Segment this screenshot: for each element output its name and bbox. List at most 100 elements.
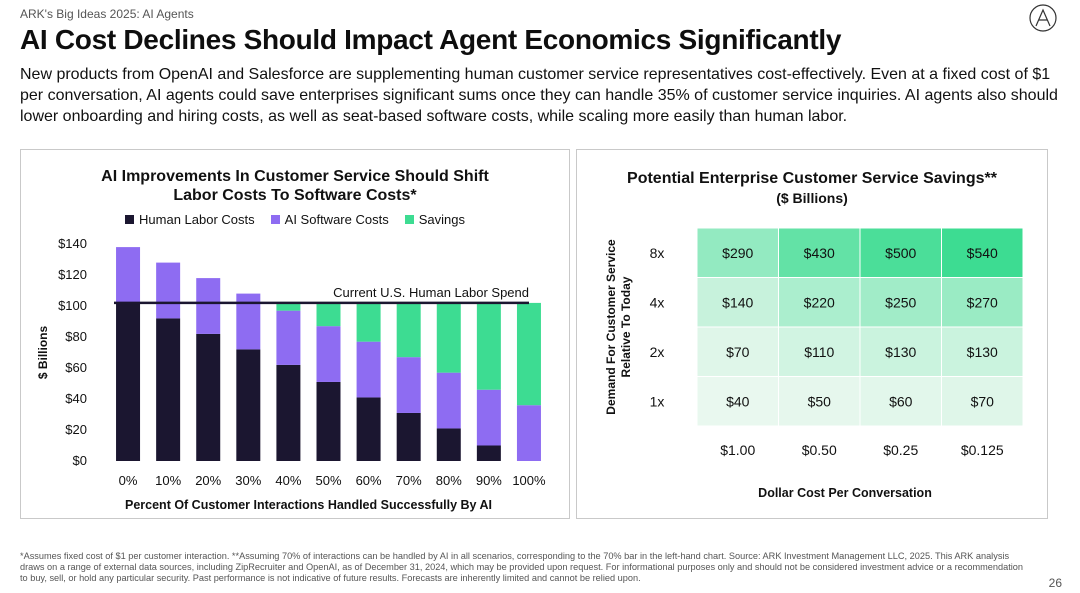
heatmap-cell-label: $290 (722, 245, 753, 261)
bar-segment-savings (436, 302, 461, 373)
heatmap-cell (778, 277, 861, 328)
heatmap-cell (696, 376, 779, 427)
heatmap-col-label: $1.00 (720, 442, 755, 458)
bar-segment-savings (356, 302, 381, 342)
page-number: 26 (1048, 576, 1062, 590)
heatmap-cell-label: $430 (804, 245, 835, 261)
savings-heatmap: $290 $430 $500 $540 8x $140 $220 $250 $270 4x $70 $… (604, 227, 1024, 500)
x-tick-label: 30% (235, 473, 261, 488)
bar-segment-human-labor-costs (356, 397, 381, 461)
heatmap-cell (696, 326, 779, 377)
stacked-bar-chart: $0 $20 $40 $60 $80 $100 $120 $140 $ Billions 0% 10… (36, 236, 546, 512)
ark-logo-icon (1029, 4, 1057, 32)
bar-segment-savings (276, 302, 301, 311)
x-tick-label: 40% (275, 473, 301, 488)
y-tick-label: $0 (73, 453, 87, 468)
page-title: AI Cost Declines Should Impact Agent Eco… (20, 24, 842, 55)
right-chart-subtitle: ($ Billions) (776, 190, 848, 206)
x-tick-label: 80% (436, 473, 462, 488)
heatmap-col-label: $0.25 (883, 442, 918, 458)
bar-segment-savings (316, 302, 341, 327)
legend-swatch-savings (404, 215, 414, 224)
heatmap-cell (941, 227, 1024, 278)
heatmap-row-label: 8x (650, 245, 665, 261)
heatmap-col-label: $0.125 (961, 442, 1004, 458)
bar-segment-human-labor-costs (436, 428, 461, 461)
bar-segment-human-labor-costs (196, 333, 221, 461)
y-tick-label: $80 (65, 329, 87, 344)
heatmap-cell (778, 326, 861, 377)
legend-label-ai-software: AI Software Costs (284, 212, 389, 227)
bar-segment-savings (516, 302, 541, 406)
heatmap-cell (696, 277, 779, 328)
bar-segment-human-labor-costs (236, 349, 261, 461)
y-tick-label: $140 (58, 236, 87, 251)
footnote: *Assumes fixed cost of $1 per customer i… (20, 551, 1024, 583)
heatmap-cell-label: $40 (726, 393, 750, 409)
bar-segment-ai-software-costs (276, 310, 301, 365)
heatmap-row-label: 4x (650, 294, 665, 310)
right-chart-title: Potential Enterprise Customer Service Sa… (627, 170, 997, 187)
heatmap-cell (941, 277, 1024, 328)
heatmap-cell (778, 227, 861, 278)
heatmap-cell (778, 376, 861, 427)
x-tick-label: 50% (315, 473, 341, 488)
heatmap-x-label: Dollar Cost Per Conversation (758, 486, 932, 500)
heatmap-cell (859, 277, 942, 328)
bar-segment-human-labor-costs (276, 364, 301, 461)
page-subtitle: New products from OpenAI and Salesforce … (20, 66, 1058, 125)
bar-segment-human-labor-costs (316, 381, 341, 461)
y-tick-label: $60 (65, 360, 87, 375)
x-tick-label: 100% (512, 473, 546, 488)
x-tick-label: 0% (119, 473, 138, 488)
bar-segment-ai-software-costs (196, 278, 221, 334)
bar-segment-human-labor-costs (156, 318, 181, 461)
x-tick-label: 60% (356, 473, 382, 488)
y-tick-label: $100 (58, 298, 87, 313)
heatmap-cell (859, 326, 942, 377)
heatmap-cell-label: $250 (885, 294, 916, 310)
y-tick-label: $40 (65, 391, 87, 406)
bar-segment-ai-software-costs (156, 262, 181, 319)
legend-item-human: Human Labor Costs (125, 212, 255, 227)
bar-segment-ai-software-costs (316, 326, 341, 382)
left-chart-panel: AI Improvements In Customer Service Shou… (20, 149, 570, 519)
heatmap-cell-label: $140 (722, 294, 753, 310)
heatmap-cell-label: $130 (967, 344, 998, 360)
heatmap-y-label-line1: Demand For Customer Service (604, 239, 618, 415)
legend-label-human: Human Labor Costs (139, 212, 255, 227)
x-tick-label: 10% (155, 473, 181, 488)
heatmap-cell-label: $270 (967, 294, 998, 310)
bar-segment-ai-software-costs (116, 247, 141, 303)
bar-segment-human-labor-costs (396, 412, 421, 461)
bar-segment-ai-software-costs (356, 341, 381, 398)
right-chart-panel: Potential Enterprise Customer Service Sa… (576, 149, 1048, 519)
left-chart-legend: Human Labor Costs AI Software Costs Savi… (21, 212, 569, 227)
reference-line-label: Current U.S. Human Labor Spend (333, 285, 529, 300)
heatmap-cell (859, 376, 942, 427)
x-tick-label: 20% (195, 473, 221, 488)
y-axis-label: $ Billions (36, 326, 50, 380)
heatmap-cell-label: $540 (967, 245, 998, 261)
x-axis-label: Percent Of Customer Interactions Handled… (125, 498, 492, 512)
legend-item-savings: Savings (404, 212, 465, 227)
bar-segment-savings (396, 302, 421, 358)
bar-segment-savings (476, 302, 501, 390)
bar-segment-ai-software-costs (476, 389, 501, 446)
legend-label-savings: Savings (418, 212, 465, 227)
heatmap-cell-label: $220 (804, 294, 835, 310)
bar-segment-ai-software-costs (516, 405, 541, 461)
left-chart-title-line1: AI Improvements In Customer Service Shou… (101, 168, 489, 185)
heatmap-cell-label: $70 (971, 393, 995, 409)
heatmap-row-label: 2x (650, 344, 665, 360)
heatmap-cell-label: $110 (804, 344, 834, 360)
heatmap-cell-label: $70 (726, 344, 750, 360)
legend-item-ai-software: AI Software Costs (270, 212, 389, 227)
heatmap-cell-label: $50 (808, 393, 832, 409)
left-chart-title: AI Improvements In Customer Service Shou… (21, 167, 569, 205)
x-tick-label: 70% (396, 473, 422, 488)
heatmap-cell-label: $130 (885, 344, 916, 360)
heatmap-y-label-line2: Relative To Today (619, 276, 633, 377)
heatmap-row-label: 1x (650, 393, 665, 409)
legend-swatch-human (125, 215, 135, 224)
